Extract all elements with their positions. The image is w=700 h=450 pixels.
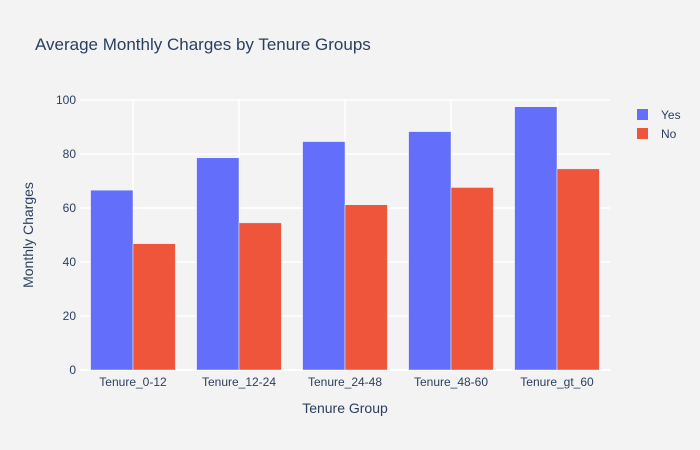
bar-no-3[interactable] [450,187,494,371]
y-tick-label: 0 [69,363,76,377]
legend-swatch-yes[interactable] [637,109,648,120]
legend-label-yes[interactable]: Yes [661,108,681,122]
y-tick-label: 60 [63,201,77,215]
legend[interactable]: Yes No [637,108,681,141]
bar-yes-0[interactable] [90,189,134,371]
legend-label-no[interactable]: No [661,127,677,141]
x-axis-ticks: Tenure_0-12 Tenure_12-24 Tenure_24-48 Tenur… [99,375,594,389]
x-tick-label: Tenure_12-24 [202,375,276,389]
x-tick-label: Tenure_48-60 [414,375,488,389]
bar-no-2[interactable] [344,204,388,371]
y-axis-ticks: 0 20 40 60 80 100 [56,93,76,377]
x-tick-label: Tenure_24-48 [308,375,382,389]
bar-yes-4[interactable] [514,106,558,371]
chart-title: Average Monthly Charges by Tenure Groups [35,35,371,54]
bar-no-4[interactable] [556,168,600,371]
x-tick-label: Tenure_gt_60 [520,375,594,389]
bar-no-1[interactable] [238,222,282,371]
y-tick-label: 80 [63,147,77,161]
bar-no-0[interactable] [132,243,176,371]
y-tick-label: 100 [56,93,76,107]
y-tick-label: 20 [63,309,77,323]
x-tick-label: Tenure_0-12 [99,375,167,389]
bar-yes-2[interactable] [302,141,346,371]
bar-yes-3[interactable] [408,131,452,371]
legend-swatch-no[interactable] [637,128,648,139]
y-tick-label: 40 [63,255,77,269]
x-axis-title: Tenure Group [302,400,388,416]
bars [90,106,600,371]
bar-yes-1[interactable] [196,157,240,371]
y-axis-title: Monthly Charges [20,182,36,288]
